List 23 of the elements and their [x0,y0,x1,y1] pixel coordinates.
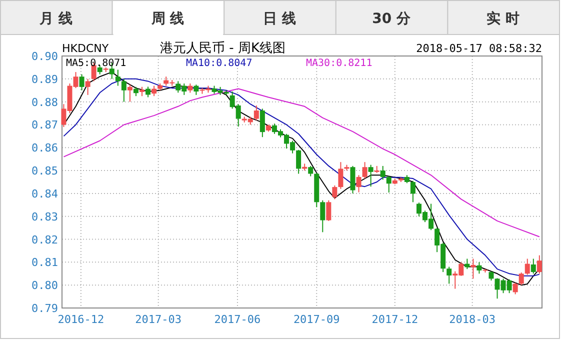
y-tick-label: 0.79 [32,302,58,315]
text: 2018-05-17 08:58:32 [416,42,542,55]
y-tick-label: 0.81 [32,256,58,270]
x-tick-label: 2017-03 [135,313,182,326]
y-tick-label: 0.84 [32,187,58,200]
chart-title: 港元人民币 - 周K线图 [160,41,286,56]
y-tick-label: 0.89 [32,72,58,86]
y-tick-label: 0.82 [32,233,58,246]
x-tick-label: 2016-12 [58,313,104,326]
y-tick-label: 0.80 [32,279,58,292]
y-tick-label: 0.85 [32,164,58,178]
x-tick-label: 2017-12 [372,313,418,326]
y-tick-label: 0.88 [32,96,58,109]
x-tick-label: 2017-06 [214,313,261,326]
y-tick-label: 0.83 [32,210,58,224]
y-tick-label: 0.87 [32,118,58,132]
tabs: 月 线 周 线 日 线 30 分 实 时 [0,0,560,36]
legend: MA5:0.8071 MA10:0.8047 MA30:0.8211 [66,58,372,69]
text: HKDCNY [62,42,109,55]
y-tick-label: 0.86 [32,142,58,155]
x-tick-label: 2018-03 [449,313,496,326]
x-tick-label: 2017-09 [293,313,340,326]
y-tick-label: 0.90 [32,50,58,63]
